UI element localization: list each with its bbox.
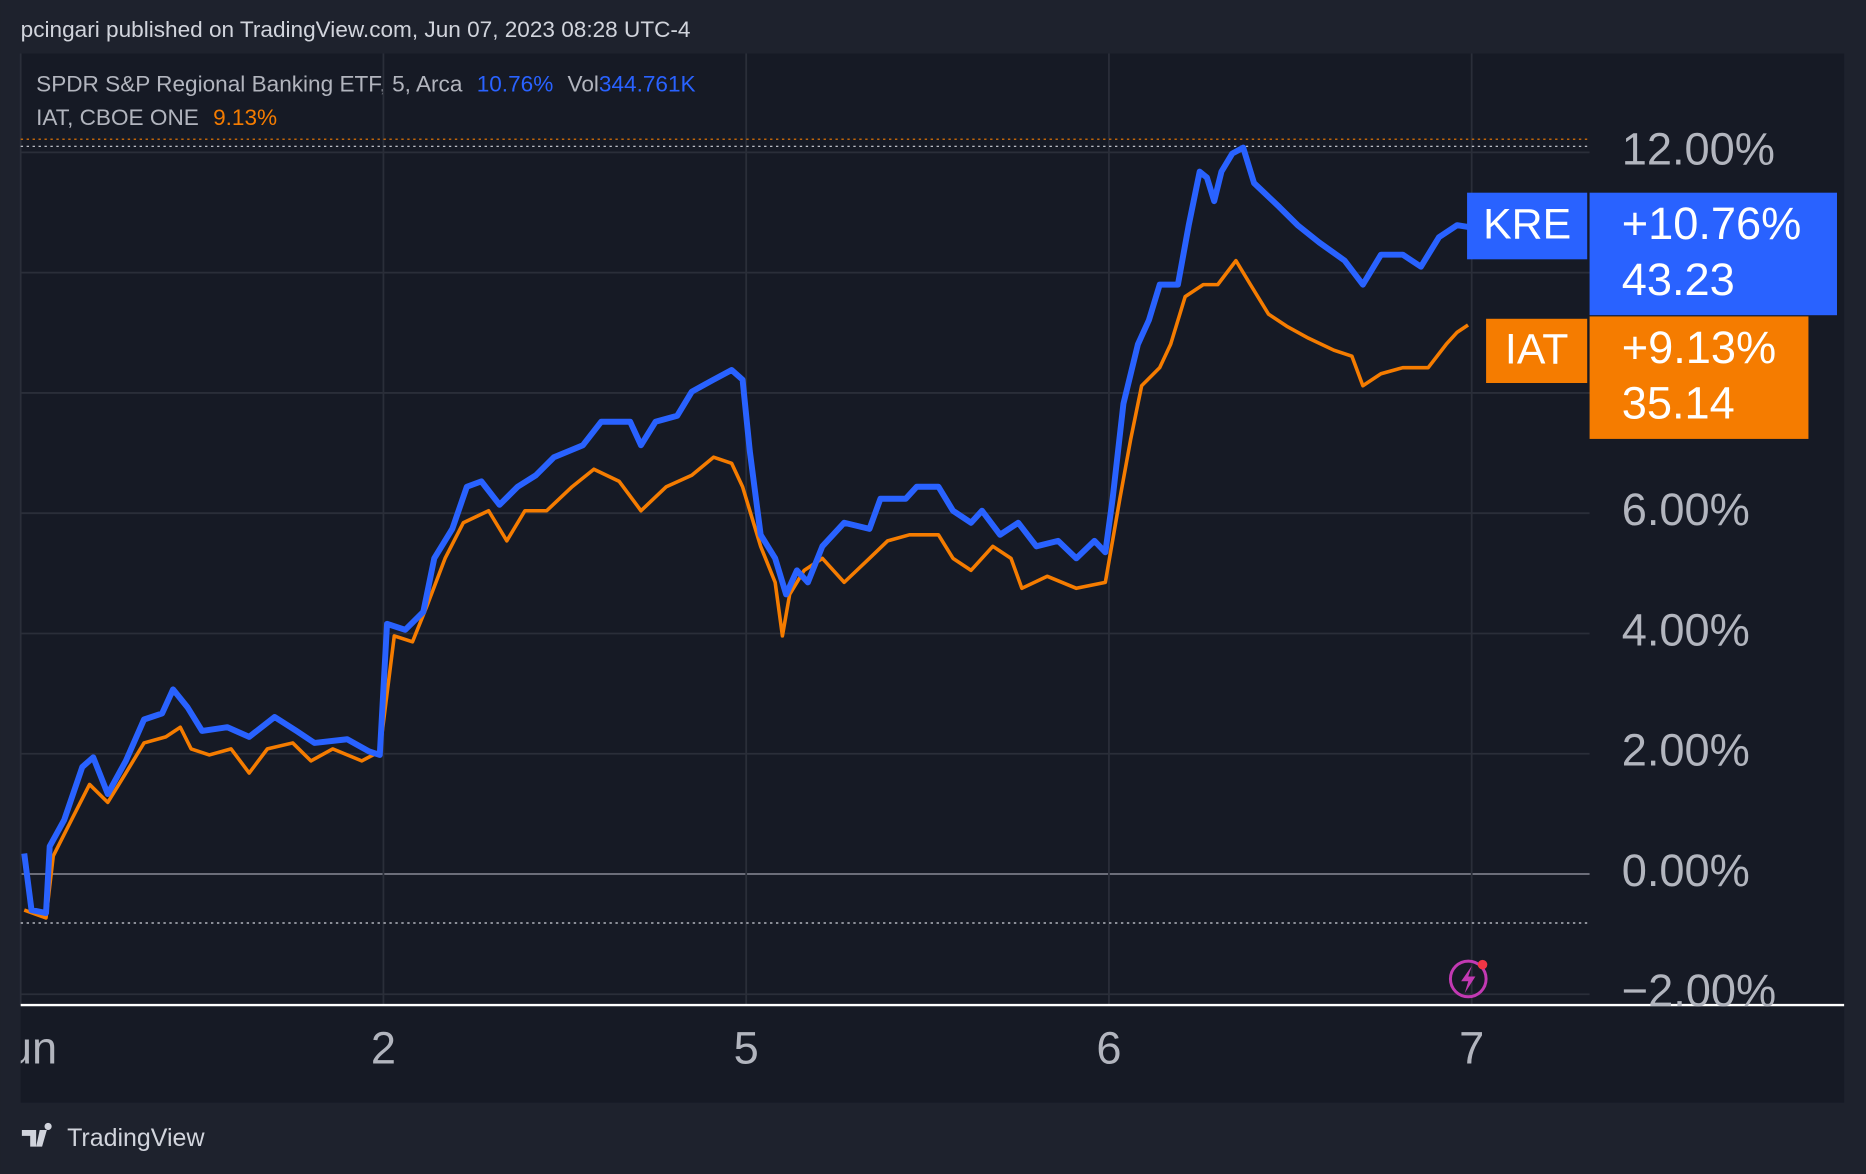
x-tick-label: 5	[734, 1022, 759, 1073]
header: pcingari published on TradingView.com, J…	[21, 17, 691, 42]
price-tags: KRE +10.76%43.23 IAT +9.13%35.14	[1467, 192, 1837, 439]
price-label: 35.14	[1622, 378, 1735, 429]
name-tag	[1467, 192, 1588, 260]
legend-text: SPDR S&P Regional Banking ETF, 5, Arca	[36, 72, 463, 97]
legend-name: SPDR S&P Regional Banking ETF, 5, Arca 10…	[36, 72, 695, 97]
logo	[21, 1122, 52, 1147]
value-tag	[1589, 316, 1809, 439]
legend-text: IAT, CBOE ONE	[36, 105, 199, 130]
series-line	[21, 144, 1469, 917]
icon-bolt	[1461, 965, 1476, 994]
y-tick-label: 2.00%	[1622, 725, 1750, 776]
name-tag	[1486, 318, 1588, 384]
x-tick-label: Jun	[0, 1022, 57, 1073]
legend-change: 10.76%	[477, 72, 554, 97]
series-line	[23, 258, 1470, 920]
name-tag-label: KRE	[1483, 200, 1571, 248]
icon-ring	[1448, 959, 1488, 999]
icon-dot	[1477, 959, 1488, 970]
change-label: +9.13%	[1622, 322, 1777, 373]
footer-brand: TradingView	[67, 1124, 205, 1152]
legend-vol: 344.761K	[599, 72, 696, 97]
x-tick-label: 6	[1096, 1022, 1121, 1073]
legend-name: IAT, CBOE ONE 9.13%	[36, 105, 277, 130]
y-tick-label: 6.00%	[1622, 484, 1750, 535]
y-tick-label: 0.00%	[1622, 845, 1750, 896]
x-tick-label: 2	[371, 1022, 396, 1073]
x-labels: Jun 2 5 6 7	[0, 1022, 1485, 1073]
name-tag-label: IAT	[1505, 325, 1568, 373]
lines	[21, 144, 1470, 920]
legend-vol-label: Vol	[568, 72, 599, 97]
alert-icon[interactable]	[1448, 959, 1488, 999]
change-label: +10.76%	[1622, 198, 1802, 249]
value-tag	[1589, 192, 1837, 316]
y-tick-label: −2.00%	[1622, 965, 1777, 1016]
legend-change: 9.13%	[213, 105, 277, 130]
y-labels: −2.00% 0.00% 2.00% 4.00% 6.00% 12.00%	[1622, 123, 1777, 1016]
price-label: 43.23	[1622, 254, 1735, 305]
y-tick-label: 4.00%	[1622, 604, 1750, 655]
y-tick-label: 12.00%	[1622, 123, 1775, 174]
x-tick-label: 7	[1459, 1022, 1484, 1073]
